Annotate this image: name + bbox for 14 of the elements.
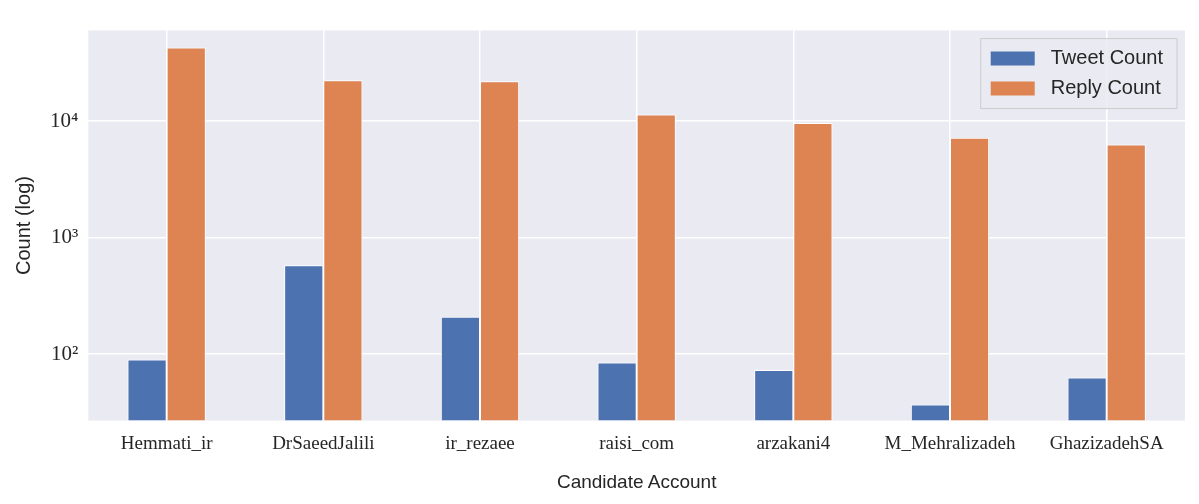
y-tick-label: 10² bbox=[51, 340, 79, 365]
x-axis-title: Candidate Account bbox=[556, 470, 718, 492]
x-tick-label: M_Mehralizadeh bbox=[884, 431, 1016, 453]
y-tick-label: 10⁴ bbox=[49, 107, 79, 132]
x-tick-label: DrSaeedJalili bbox=[272, 431, 375, 453]
legend-label: Tweet Count bbox=[1050, 46, 1164, 69]
x-tick-label: Hemmati_ir bbox=[120, 431, 214, 453]
x-tick-label: arzakani4 bbox=[756, 431, 831, 453]
y-tick-label: 10³ bbox=[51, 224, 79, 249]
y-axis-title: Count (log) bbox=[11, 176, 34, 275]
x-tick-label: GhazizadehSA bbox=[1049, 431, 1164, 453]
x-tick-label: raisi_com bbox=[599, 431, 675, 453]
x-tick-label: ir_rezaee bbox=[445, 431, 515, 453]
legend-label: Reply Count bbox=[1050, 76, 1162, 99]
